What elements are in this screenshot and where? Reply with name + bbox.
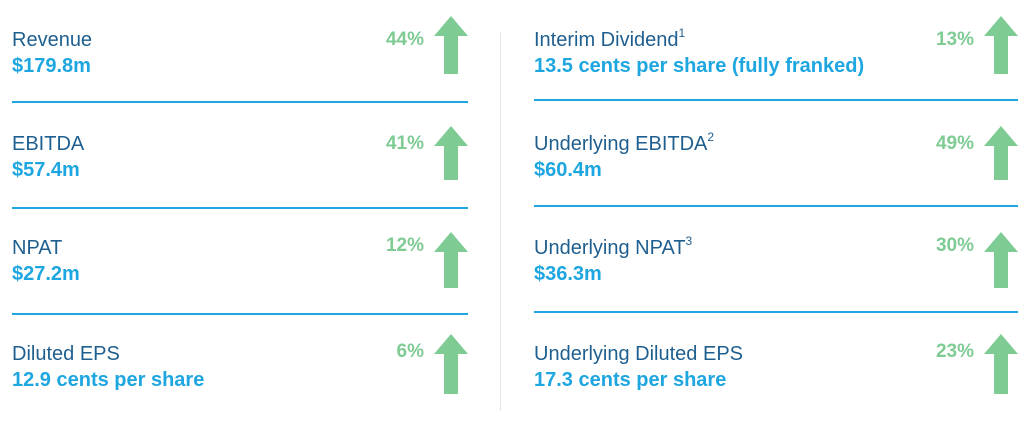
change-percent: 23% <box>935 341 974 362</box>
metric-value: 12.9 cents per share <box>12 369 205 391</box>
up-arrow-icon <box>434 16 468 74</box>
footnote-marker: 3 <box>685 234 693 248</box>
metric-value: $179.8m <box>12 55 91 77</box>
section-rule <box>534 311 1018 313</box>
change-percent: 6% <box>396 341 424 362</box>
metric-npat: NPAT $27.2m 12% <box>12 232 468 326</box>
change-percent: 44% <box>385 29 424 50</box>
footnote-marker: 2 <box>707 130 715 144</box>
change-percent: 12% <box>385 235 424 256</box>
metric-label: Underlying Diluted EPS <box>534 343 743 365</box>
up-arrow-icon <box>434 126 468 180</box>
section-rule <box>12 313 468 315</box>
up-arrow-icon <box>984 334 1018 394</box>
column-divider <box>500 32 501 411</box>
change-percent: 13% <box>935 29 974 50</box>
up-arrow-icon <box>984 16 1018 74</box>
metric-value: $60.4m <box>534 159 602 181</box>
metric-label: Underlying EBITDA2 <box>534 130 715 155</box>
metric-label: NPAT <box>12 237 63 259</box>
metric-label: EBITDA <box>12 133 85 155</box>
change-percent: 41% <box>385 133 424 154</box>
metric-label: Diluted EPS <box>12 343 120 365</box>
up-arrow-icon <box>434 232 468 288</box>
metric-ebitda: EBITDA $57.4m 41% <box>12 126 468 222</box>
metric-value: $27.2m <box>12 263 80 285</box>
section-rule <box>12 101 468 103</box>
metric-interim-dividend: Interim Dividend1 13.5 cents per share (… <box>534 16 1018 118</box>
metric-label: Revenue <box>12 29 93 51</box>
metric-diluted-eps: Diluted EPS 12.9 cents per share 6% <box>12 334 468 432</box>
up-arrow-icon <box>434 334 468 394</box>
up-arrow-icon <box>984 232 1018 288</box>
metric-value: 13.5 cents per share (fully franked) <box>534 55 865 77</box>
metric-value: $36.3m <box>534 263 602 285</box>
section-rule <box>534 99 1018 101</box>
section-rule <box>534 205 1018 207</box>
metric-label: Interim Dividend1 <box>534 26 686 51</box>
metric-underlying-diluted-eps: Underlying Diluted EPS 17.3 cents per sh… <box>534 334 1018 432</box>
section-rule <box>12 207 468 209</box>
metric-revenue: Revenue $179.8m 44% <box>12 16 468 118</box>
metric-underlying-ebitda: Underlying EBITDA2 $60.4m 49% <box>534 126 1018 222</box>
up-arrow-icon <box>984 126 1018 180</box>
metric-label: Underlying NPAT3 <box>534 234 693 259</box>
change-percent: 30% <box>935 235 974 256</box>
metric-value: $57.4m <box>12 159 80 181</box>
metric-value: 17.3 cents per share <box>534 369 727 391</box>
change-percent: 49% <box>935 133 974 154</box>
footnote-marker: 1 <box>678 26 686 40</box>
metric-underlying-npat: Underlying NPAT3 $36.3m 30% <box>534 232 1018 326</box>
